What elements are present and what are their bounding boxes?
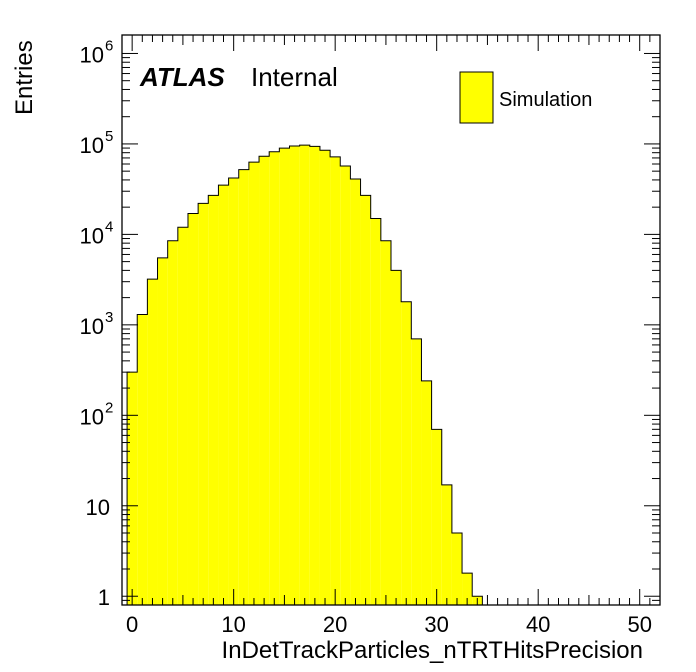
histogram-bin: [319, 150, 331, 605]
y-tick-label-exponent: 3: [105, 309, 113, 326]
histogram-bin: [421, 380, 432, 605]
histogram-bin: [238, 169, 249, 605]
x-axis-title: InDetTrackParticles_nTRTHitsPrecision: [222, 637, 643, 664]
histogram-bin: [380, 240, 391, 605]
histogram-bin: [462, 573, 473, 605]
atlas-label: ATLAS: [139, 62, 225, 92]
histogram-bin: [411, 338, 422, 605]
histogram-bin: [401, 301, 412, 605]
histogram-bin: [167, 240, 178, 605]
histogram-bin: [279, 148, 290, 605]
histogram-bin: [391, 270, 402, 605]
axis-ticks: [122, 35, 661, 606]
y-tick-label: 10: [80, 314, 104, 339]
histogram-bin: [248, 162, 260, 605]
histogram-bin: [360, 195, 371, 605]
histogram-bin: [441, 484, 452, 605]
y-axis-title: Entries: [11, 40, 38, 115]
y-tick-label-exponent: 2: [105, 399, 113, 416]
y-tick-label-exponent: 5: [105, 128, 113, 145]
y-tick-label: 10: [80, 42, 104, 67]
x-tick-label: 30: [424, 612, 448, 637]
histogram-bin: [350, 178, 361, 605]
histogram-bin: [269, 151, 280, 605]
y-tick-label-exponent: 6: [105, 37, 113, 54]
histogram-bin: [228, 178, 239, 605]
histogram-bin: [198, 203, 209, 605]
histogram-bin: [208, 195, 219, 605]
histogram-outline: [126, 144, 513, 606]
histogram-bin: [218, 185, 229, 605]
x-tick-label: 10: [221, 612, 245, 637]
y-tick-label: 1: [98, 585, 110, 610]
y-tick-label: 10: [80, 133, 104, 158]
y-tick-label: 10: [86, 495, 110, 520]
legend-label-simulation: Simulation: [499, 89, 592, 111]
histogram-bin: [127, 372, 138, 605]
legend: Simulation: [459, 71, 592, 124]
histogram-bin: [259, 156, 270, 605]
histogram-bin: [299, 145, 310, 605]
histogram-bars: [126, 144, 513, 606]
internal-label: Internal: [251, 62, 338, 92]
histogram-bin: [370, 218, 381, 605]
x-tick-label: 40: [526, 612, 550, 637]
plot-frame: [121, 34, 661, 606]
x-tick-label: 50: [627, 612, 651, 637]
histogram-bin: [187, 213, 199, 605]
x-tick-labels: 0 10 20 30 40 50: [126, 612, 652, 637]
histogram-bin: [431, 429, 442, 605]
x-tick-label: 20: [323, 612, 347, 637]
legend-swatch-simulation: [459, 71, 494, 124]
histogram-bin: [177, 227, 188, 606]
histogram-bin: [309, 146, 320, 605]
histogram-bin: [451, 533, 463, 605]
histogram-bin: [289, 145, 300, 605]
histogram-bin: [137, 314, 148, 605]
histogram-bin: [340, 166, 351, 605]
histogram-bin: [147, 279, 158, 605]
y-tick-label: 10: [80, 404, 104, 429]
x-tick-label: 0: [126, 612, 138, 637]
y-tick-label-exponent: 4: [105, 218, 113, 235]
histogram-bin: [330, 156, 341, 605]
y-tick-label: 10: [80, 223, 104, 248]
histogram-bin: [157, 257, 168, 605]
